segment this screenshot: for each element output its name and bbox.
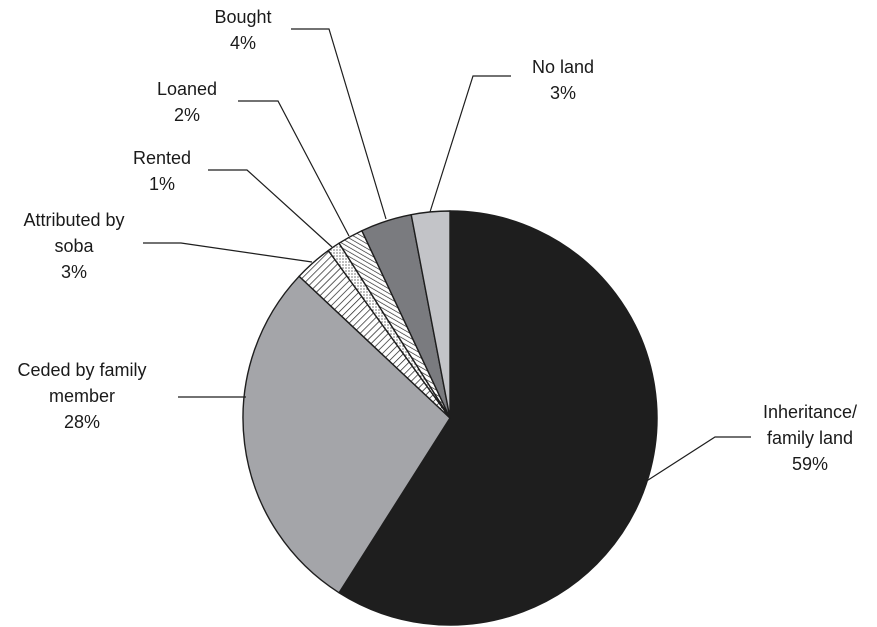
slice-label-inheritance: Inheritance/ family land 59% xyxy=(755,399,865,477)
slice-label-no-land: No land 3% xyxy=(520,54,606,106)
slice-label-bought-line1: Bought xyxy=(214,7,272,27)
slice-label-ceded-line2: member xyxy=(48,386,115,406)
pie-slice-inheritance xyxy=(338,210,658,626)
slice-value-rented: 1% xyxy=(148,174,175,194)
slice-value-no-land: 3% xyxy=(549,83,576,103)
slice-value-ceded: 28% xyxy=(63,412,101,432)
slice-label-attributed-line1: Attributed by xyxy=(23,210,125,230)
slice-value-loaned: 2% xyxy=(173,105,200,125)
slice-label-loaned-line1: Loaned xyxy=(156,79,218,99)
slice-label-rented-line1: Rented xyxy=(132,148,192,168)
leader-line-no-land xyxy=(429,75,511,213)
pie-slice-ceded xyxy=(242,275,451,594)
slice-label-inheritance-line1: Inheritance/ xyxy=(762,402,858,422)
leader-line-attributed xyxy=(143,242,313,263)
slice-label-attributed: Attributed by soba 3% xyxy=(4,207,144,285)
slice-label-ceded: Ceded by family member 28% xyxy=(2,357,162,435)
slice-value-attributed: 3% xyxy=(60,262,87,282)
slice-value-inheritance: 59% xyxy=(791,454,829,474)
slice-label-bought: Bought 4% xyxy=(200,4,286,56)
slice-value-bought: 4% xyxy=(229,33,256,53)
leader-line-loaned xyxy=(238,100,350,237)
slice-label-inheritance-line2: family land xyxy=(766,428,854,448)
slice-label-no-land-line1: No land xyxy=(531,57,595,77)
leader-line-rented xyxy=(208,169,333,248)
pie-slices xyxy=(242,210,658,626)
slice-label-loaned: Loaned 2% xyxy=(142,76,232,128)
leader-lines xyxy=(143,28,751,483)
slice-label-rented: Rented 1% xyxy=(120,145,204,197)
slice-label-ceded-line1: Ceded by family xyxy=(17,360,147,380)
leader-line-bought xyxy=(291,28,387,220)
leader-line-inheritance xyxy=(644,436,751,483)
slice-label-attributed-line2: soba xyxy=(54,236,94,256)
